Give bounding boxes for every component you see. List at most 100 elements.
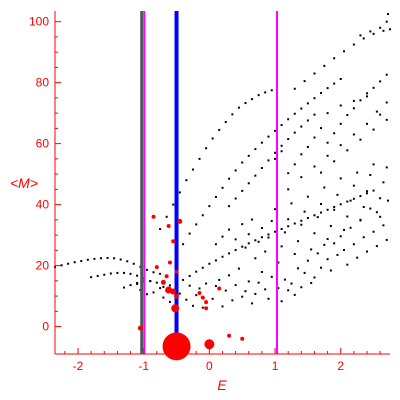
data-point — [333, 208, 336, 211]
data-point — [267, 297, 270, 300]
data-point — [96, 274, 99, 277]
data-point — [323, 243, 326, 246]
data-point — [214, 195, 217, 198]
data-point — [346, 113, 349, 116]
data-point — [300, 176, 303, 179]
red-marker — [162, 332, 191, 361]
data-point — [293, 252, 296, 255]
y-tick-label: 20 — [36, 259, 50, 273]
red-marker — [204, 306, 209, 311]
data-point — [191, 304, 194, 307]
data-point — [168, 300, 171, 303]
red-marker — [160, 279, 166, 285]
data-point — [352, 43, 355, 46]
data-point — [385, 166, 388, 169]
data-point — [343, 249, 346, 252]
data-point — [359, 99, 362, 102]
data-point — [73, 261, 76, 264]
data-point — [306, 195, 309, 198]
data-point — [149, 280, 152, 283]
red-marker — [170, 288, 177, 295]
data-point — [270, 89, 273, 92]
data-point — [116, 271, 119, 274]
data-point — [339, 203, 342, 206]
red-marker — [164, 274, 169, 279]
data-point — [306, 259, 309, 262]
data-point — [313, 136, 316, 139]
data-point — [234, 249, 237, 252]
red-marker — [177, 218, 183, 224]
data-point — [208, 205, 211, 208]
data-point — [237, 106, 240, 109]
data-point — [244, 290, 247, 293]
marker-layer — [137, 214, 245, 361]
data-point — [267, 233, 270, 236]
data-point — [339, 235, 342, 238]
data-point — [346, 263, 349, 266]
data-point — [326, 258, 329, 261]
data-point — [369, 207, 372, 210]
data-point — [297, 240, 300, 243]
data-point — [260, 227, 263, 230]
data-point — [247, 233, 250, 236]
data-point — [346, 149, 349, 152]
data-point — [155, 281, 158, 284]
red-marker — [154, 265, 159, 270]
red-marker — [171, 239, 176, 244]
y-tick-label: 80 — [36, 76, 50, 90]
x-axis-label: E — [217, 377, 227, 393]
data-point — [129, 272, 132, 275]
data-point — [346, 200, 349, 203]
data-point — [264, 250, 267, 253]
data-point — [306, 145, 309, 148]
red-marker — [166, 223, 171, 228]
data-point — [122, 271, 125, 274]
data-point — [267, 135, 270, 138]
data-point — [228, 228, 231, 231]
data-point — [152, 271, 155, 274]
data-point — [228, 205, 231, 208]
data-point — [372, 32, 375, 35]
y-tick-label: 40 — [36, 198, 50, 212]
data-point — [195, 223, 198, 226]
data-point — [86, 258, 89, 261]
data-point — [297, 267, 300, 270]
data-point — [136, 274, 139, 277]
data-point — [132, 262, 135, 265]
data-point — [352, 107, 355, 110]
data-point — [264, 288, 267, 291]
data-point — [375, 211, 378, 214]
data-point — [333, 132, 336, 135]
data-point — [326, 141, 329, 144]
red-marker — [171, 304, 180, 313]
data-point — [300, 153, 303, 156]
data-point — [316, 252, 319, 255]
data-point — [375, 110, 378, 113]
data-point — [247, 280, 250, 283]
data-point — [274, 157, 277, 160]
data-point — [218, 128, 221, 131]
data-point — [346, 215, 349, 218]
data-point — [293, 112, 296, 115]
data-point — [329, 269, 332, 272]
data-point — [333, 206, 336, 209]
data-point — [336, 193, 339, 196]
data-point — [385, 101, 388, 104]
data-point — [366, 250, 369, 253]
data-point — [257, 94, 260, 97]
data-point — [369, 30, 372, 33]
data-point — [221, 255, 224, 258]
data-point — [287, 289, 290, 292]
data-point — [300, 219, 303, 222]
data-point — [293, 293, 296, 296]
data-point — [356, 171, 359, 174]
data-point — [191, 168, 194, 171]
data-point — [372, 86, 375, 89]
data-point — [234, 197, 237, 200]
data-point — [385, 238, 388, 241]
data-point — [208, 262, 211, 265]
data-point — [188, 274, 191, 277]
data-point — [313, 276, 316, 279]
